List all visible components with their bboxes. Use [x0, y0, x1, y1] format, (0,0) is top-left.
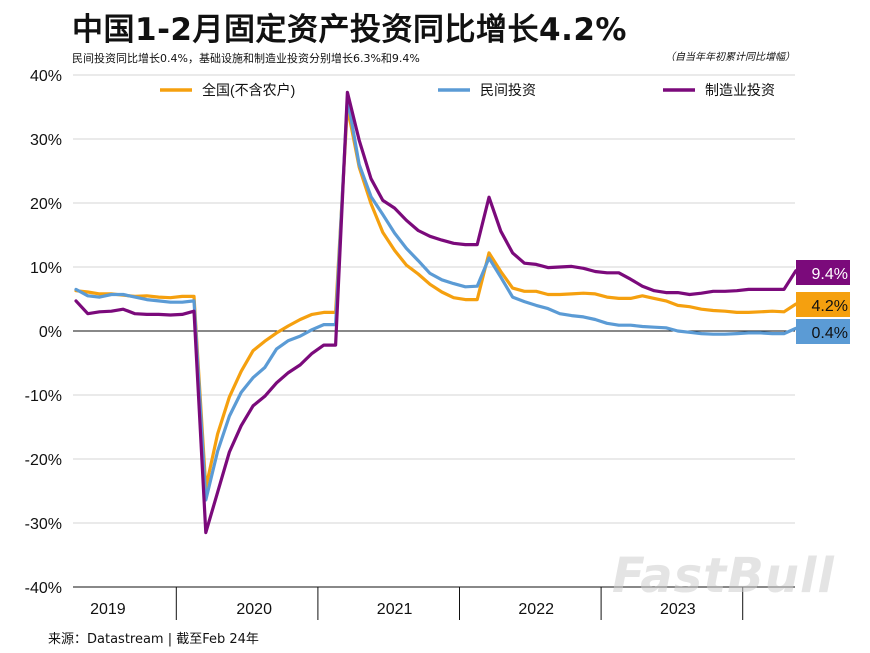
y-tick-label: -40% — [25, 580, 62, 597]
end-label-box-private — [796, 319, 850, 344]
chart-subtitle: 民间投资同比增长0.4%，基础设施和制造业投资分别增长6.3%和9.4% — [72, 52, 420, 65]
y-tick-label: 40% — [30, 68, 62, 85]
y-tick-label: 10% — [30, 260, 62, 277]
end-label-box-manufacturing — [796, 260, 850, 285]
x-tick-label: 2022 — [518, 601, 554, 618]
series-line-private — [74, 96, 798, 502]
chart-note: （自当年年初累计同比增幅） — [665, 52, 795, 63]
series-line-manufacturing — [74, 90, 798, 535]
x-tick-label: 2020 — [236, 601, 272, 618]
end-label-box-total — [796, 292, 850, 317]
series-layer — [74, 90, 798, 535]
chart-title: 中国1-2月固定资产投资同比增长4.2% — [72, 12, 627, 48]
legend-label-manufacturing: 制造业投资 — [705, 82, 775, 98]
x-tick-label: 2021 — [377, 601, 413, 618]
source-note: 来源：Datastream | 截至Feb 24年 — [48, 632, 259, 647]
watermark-logo: FastBull — [612, 548, 835, 604]
y-tick-label: 30% — [30, 132, 62, 149]
y-tick-label: -20% — [25, 452, 62, 469]
series-line-total — [74, 105, 798, 490]
y-tick-label: 0% — [39, 324, 62, 341]
end-labels: 9.4% 4.2% 0.4% — [796, 260, 850, 344]
end-label-total: 4.2% — [812, 298, 848, 315]
legend-label-total: 全国(不含农户) — [202, 82, 295, 98]
legend: 全国(不含农户) 民间投资 制造业投资 — [160, 82, 775, 98]
legend-label-private: 民间投资 — [480, 82, 536, 98]
x-tick-label: 2023 — [660, 601, 696, 618]
end-label-manufacturing: 9.4% — [812, 266, 848, 283]
x-tick-label: 2019 — [90, 601, 126, 618]
y-tick-label: -10% — [25, 388, 62, 405]
y-tick-label: -30% — [25, 516, 62, 533]
y-tick-label: 20% — [30, 196, 62, 213]
axis-layer: 40% 30% 20% 10% 0% -10% -20% -30% -40% 2019 2020 20… — [25, 68, 795, 620]
end-label-private: 0.4% — [812, 325, 848, 342]
